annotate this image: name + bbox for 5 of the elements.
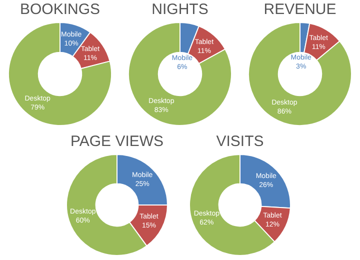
chart-title: BOOKINGS bbox=[18, 0, 102, 20]
chart-title: REVENUE bbox=[262, 0, 338, 20]
chart-title: NIGHTS bbox=[150, 0, 210, 20]
chart-title: VISITS bbox=[215, 132, 265, 152]
chart-title: PAGE VIEWS bbox=[69, 132, 165, 152]
